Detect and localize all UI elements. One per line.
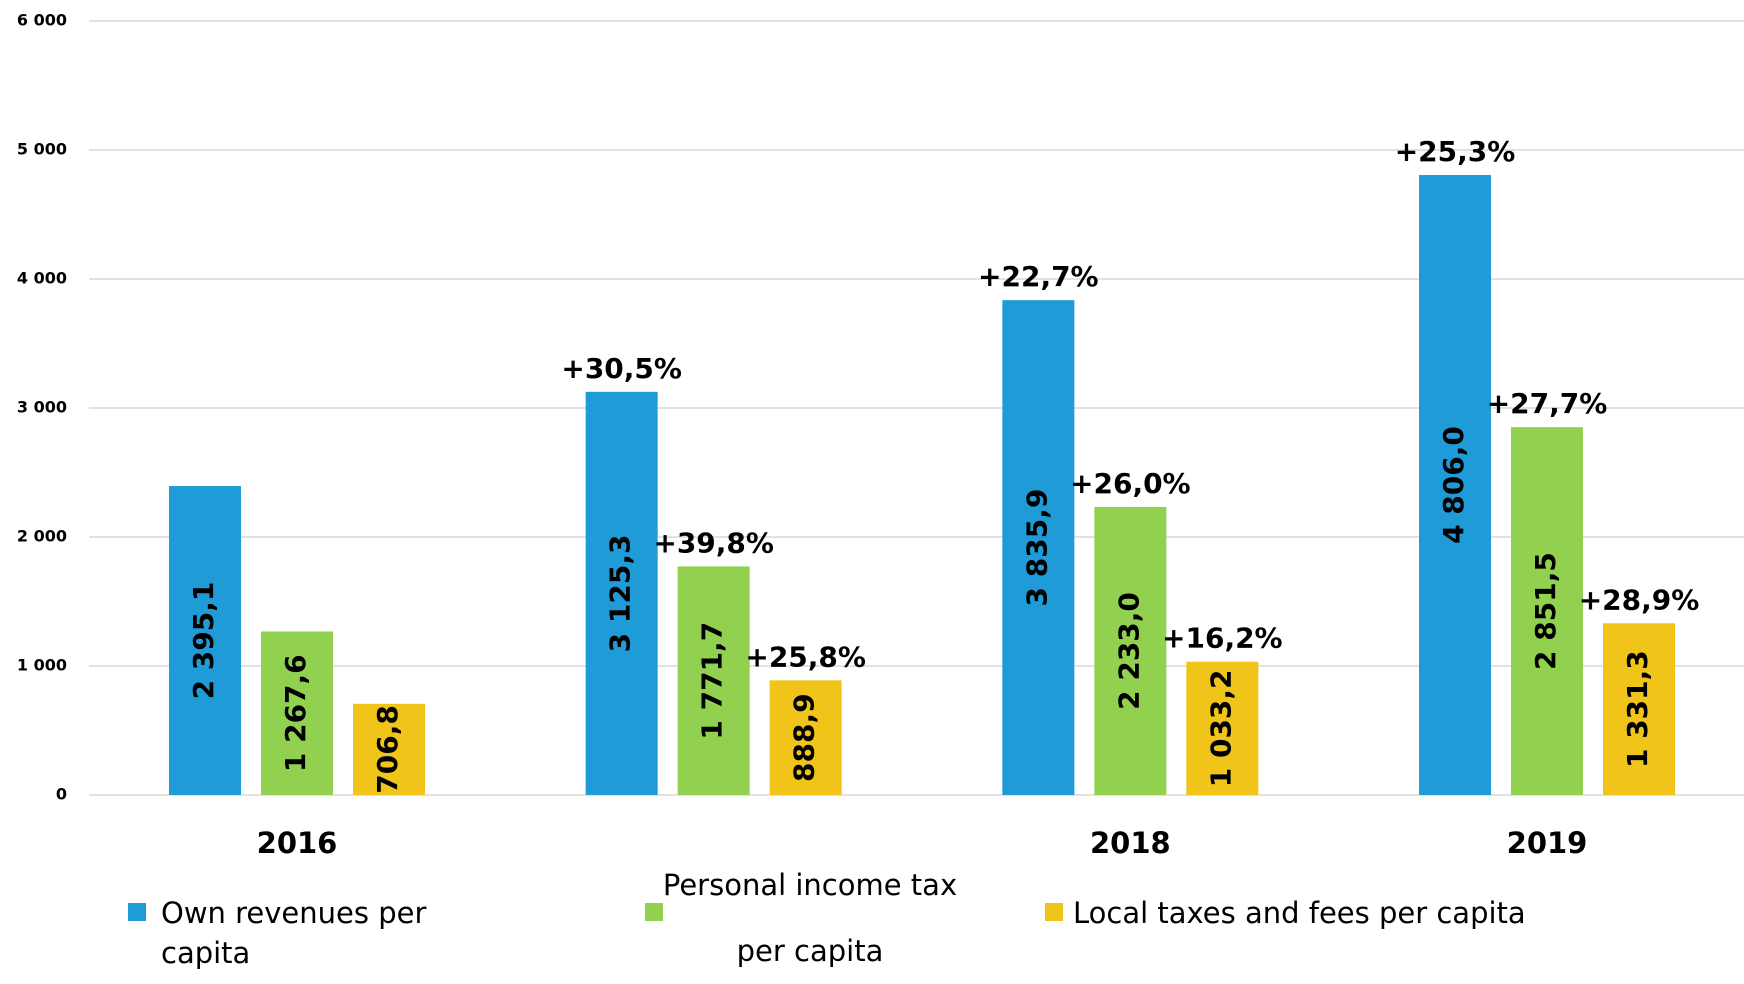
y-tick-label: 6 000: [17, 11, 67, 30]
y-tick-label: 1 000: [17, 656, 67, 675]
bar: [677, 566, 750, 795]
value-label: 4 806,0: [1437, 426, 1470, 544]
value-label: 2 851,5: [1529, 552, 1562, 670]
growth-annotation: +26,0%: [1070, 467, 1191, 500]
y-tick-label: 0: [56, 785, 67, 804]
bar: [585, 391, 658, 795]
legend-label: Own revenues per capita: [161, 896, 427, 970]
bar: [1603, 623, 1675, 795]
legend-label: Local taxes and fees per capita: [1073, 896, 1526, 930]
bar: [1094, 506, 1167, 795]
value-label: 2 233,0: [1112, 592, 1145, 710]
page: 0 1 000 2 000 3 000 4 000 5 000 6 000 2016 2 395…: [16, 10, 1744, 970]
value-label: 3 125,3: [604, 535, 637, 653]
bar: [1419, 175, 1491, 795]
growth-annotation: +39,8%: [653, 526, 774, 559]
growth-annotation: +25,8%: [745, 640, 866, 673]
bar: [1511, 427, 1583, 795]
y-tick-label: 5 000: [17, 140, 67, 159]
growth-annotation: +30,5%: [561, 352, 682, 385]
bar: [1186, 661, 1259, 795]
value-label: 1 331,3: [1621, 650, 1654, 768]
legend-swatch: [128, 903, 146, 921]
x-tick-label: 2019: [1507, 826, 1588, 860]
bar: [353, 703, 425, 795]
value-label: 888,9: [788, 693, 821, 782]
y-tick-label: 3 000: [17, 398, 67, 417]
value-label: 1 771,7: [696, 622, 729, 740]
growth-annotation: +16,2%: [1162, 622, 1283, 655]
growth-annotation: +22,7%: [978, 260, 1099, 293]
legend-swatch: [645, 903, 663, 921]
x-tick-label: 2016: [257, 826, 338, 860]
y-tick-label: 2 000: [17, 527, 67, 546]
y-tick-label: 4 000: [17, 269, 67, 288]
bar: [769, 680, 842, 795]
value-label: 2 395,1: [187, 582, 220, 700]
x-tick-label: 2018: [1090, 826, 1171, 860]
legend-swatch: [1045, 903, 1063, 921]
bar: [169, 486, 241, 795]
growth-annotation: +28,9%: [1579, 583, 1700, 616]
chart: 0 1 000 2 000 3 000 4 000 5 000 6 000 2016 2 395…: [17, 11, 1744, 860]
value-label: 1 267,6: [279, 654, 312, 772]
value-label: 706,8: [371, 705, 404, 794]
growth-annotation: +27,7%: [1487, 387, 1608, 420]
value-label: 3 835,9: [1020, 489, 1053, 607]
bar: [261, 631, 333, 795]
value-label: 1 033,2: [1204, 669, 1237, 787]
legend-label: Personal income tax per capita: [662, 868, 958, 968]
bar: [1002, 300, 1075, 795]
growth-annotation: +25,3%: [1395, 135, 1516, 168]
